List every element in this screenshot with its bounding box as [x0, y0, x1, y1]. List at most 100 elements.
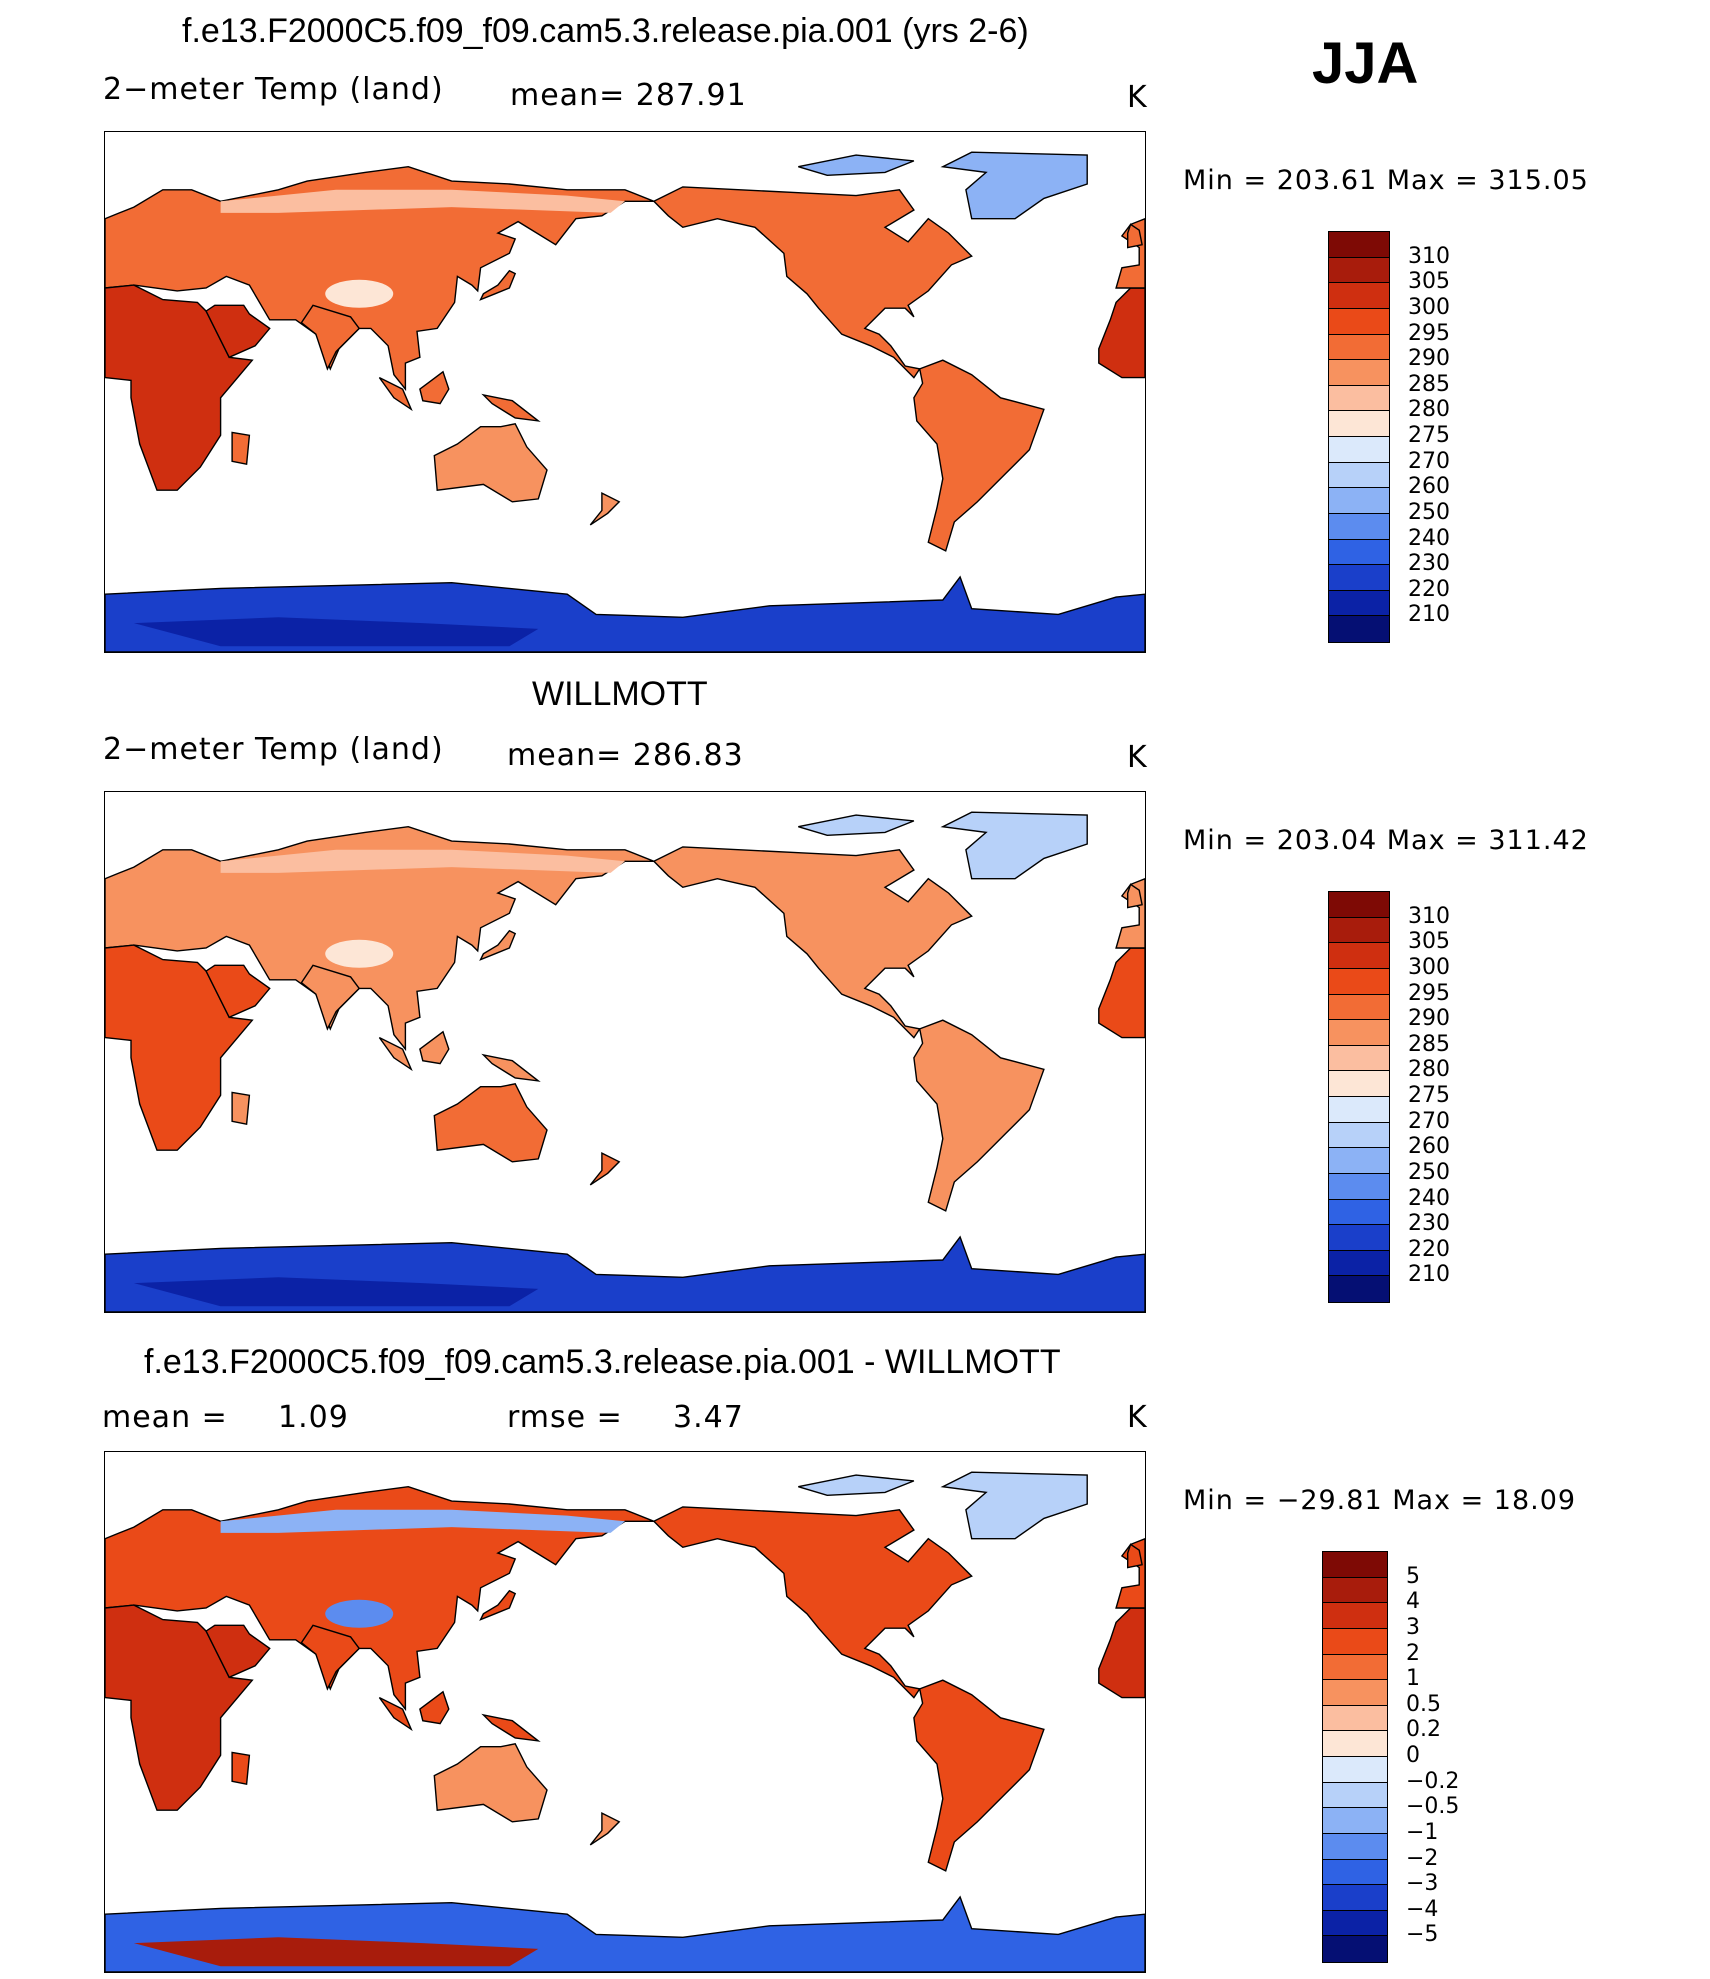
colorbar-swatch: [1323, 1910, 1387, 1937]
colorbar-tick-label: 280: [1408, 1057, 1450, 1083]
land-britain: [1127, 883, 1143, 909]
colorbar-tick-label: 300: [1408, 294, 1450, 320]
panel-3-colorbar: [1322, 1551, 1388, 1963]
land-africa: [105, 1604, 254, 1811]
colorbar-swatch: [1329, 308, 1389, 335]
colorbar-tick-label: 260: [1408, 474, 1450, 500]
colorbar-tick-label: 240: [1408, 525, 1450, 551]
colorbar-tick-label: 290: [1408, 346, 1450, 372]
land-arcticIsl: [798, 1474, 915, 1497]
land-greenland: [940, 151, 1088, 220]
colorbar-swatch: [1329, 232, 1389, 258]
panel-1-variable-label: 2−meter Temp (land): [103, 72, 444, 107]
panel-1-unit: K: [1127, 80, 1148, 115]
land-namerica: [652, 186, 973, 379]
land-nz: [589, 1811, 621, 1846]
panel-3-rmse-label: rmse =: [507, 1400, 623, 1435]
colorbar-tick-label: −5: [1406, 1922, 1439, 1948]
colorbar-tick-label: 305: [1408, 269, 1450, 295]
colorbar-tick-label: 220: [1408, 1236, 1450, 1262]
land-india: [300, 304, 361, 371]
tibet-plateau-patch: [325, 939, 394, 968]
colorbar-tick-label: −2: [1406, 1845, 1439, 1871]
colorbar-tick-label: 300: [1408, 954, 1450, 980]
land-borneo: [419, 1030, 450, 1065]
land-samerica: [913, 1679, 1045, 1872]
antarctic-interior: [133, 617, 539, 647]
land-japan: [479, 269, 517, 301]
colorbar-swatch: [1323, 1731, 1387, 1757]
colorbar-tick-label: 0: [1406, 1743, 1420, 1768]
colorbar-swatch: [1323, 1782, 1387, 1809]
panel-2-variable-label: 2−meter Temp (land): [103, 732, 444, 767]
land-samerica: [913, 1019, 1045, 1212]
land-africaW: [1098, 287, 1145, 379]
colorbar-tick-label: 230: [1408, 1211, 1450, 1237]
panel-1-mean-label: mean= 287.91: [510, 78, 747, 113]
land-arcticIsl: [798, 154, 915, 177]
colorbar-tick-label: 310: [1408, 243, 1450, 269]
northern-cool-band: [220, 1509, 625, 1533]
colorbar-swatch: [1329, 334, 1389, 361]
colorbar-swatch: [1323, 1680, 1387, 1706]
land-africa: [105, 284, 254, 491]
colorbar-tick-label: 280: [1408, 397, 1450, 423]
land-india: [300, 1624, 361, 1691]
land-namerica: [652, 1506, 973, 1699]
colorbar-tick-label: 270: [1408, 448, 1450, 474]
land-greenland: [940, 1471, 1088, 1540]
land-japan: [479, 929, 517, 961]
colorbar-swatch: [1329, 1045, 1389, 1072]
colorbar-swatch: [1323, 1603, 1387, 1629]
land-namerica: [652, 846, 973, 1039]
panel-2-title: WILLMOTT: [532, 675, 708, 713]
colorbar-tick-label: −3: [1406, 1871, 1439, 1897]
land-africaW: [1098, 947, 1145, 1039]
colorbar-tick-label: 4: [1406, 1589, 1420, 1615]
colorbar-swatch: [1329, 488, 1389, 514]
colorbar-tick-label: 295: [1408, 320, 1450, 346]
colorbar-tick-label: 285: [1408, 1031, 1450, 1057]
land-borneo: [419, 1690, 450, 1725]
land-sumatra: [378, 1696, 413, 1732]
panel-2-mean-label: mean= 286.83: [507, 738, 744, 773]
colorbar-tick-label: 1: [1406, 1666, 1420, 1692]
panel-1-title: f.e13.F2000C5.f09_f09.cam5.3.release.pia…: [182, 12, 1029, 50]
land-madagascar: [231, 1751, 251, 1786]
panel-3-map: [104, 1451, 1146, 1973]
land-greenland: [940, 811, 1088, 880]
land-britain: [1127, 1543, 1143, 1569]
land-sumatra: [378, 376, 413, 412]
colorbar-swatch: [1323, 1654, 1387, 1681]
colorbar-tick-label: 310: [1408, 903, 1450, 929]
colorbar-swatch: [1329, 1225, 1389, 1251]
colorbar-swatch: [1329, 257, 1389, 284]
panel-3-title: f.e13.F2000C5.f09_f09.cam5.3.release.pia…: [144, 1343, 1061, 1381]
colorbar-tick-label: 270: [1408, 1108, 1450, 1134]
colorbar-tick-label: 285: [1408, 371, 1450, 397]
colorbar-tick-label: 295: [1408, 980, 1450, 1006]
colorbar-swatch: [1329, 1020, 1389, 1046]
colorbar-tick-label: 2: [1406, 1640, 1420, 1666]
colorbar-tick-label: −1: [1406, 1819, 1439, 1845]
colorbar-swatch: [1329, 1276, 1389, 1302]
land-sumatra: [378, 1036, 413, 1072]
colorbar-tick-label: 305: [1408, 929, 1450, 955]
colorbar-swatch: [1323, 1705, 1387, 1732]
colorbar-swatch: [1329, 1199, 1389, 1226]
colorbar-swatch: [1329, 1148, 1389, 1174]
land-arabia: [205, 304, 271, 359]
panel-2-unit: K: [1127, 740, 1148, 775]
colorbar-tick-label: 290: [1408, 1006, 1450, 1032]
land-australia: [433, 1743, 548, 1823]
land-arabia: [205, 964, 271, 1019]
colorbar-swatch: [1329, 994, 1389, 1021]
colorbar-tick-label: 260: [1408, 1134, 1450, 1160]
colorbar-tick-label: −0.2: [1406, 1768, 1460, 1794]
land-arcticIsl: [798, 814, 915, 837]
panel-3-minmax: Min = −29.81 Max = 18.09: [1183, 1485, 1577, 1516]
colorbar-tick-label: −4: [1406, 1896, 1439, 1922]
tibet-plateau-patch: [325, 279, 394, 308]
colorbar-swatch: [1329, 1173, 1389, 1200]
panel-3-unit: K: [1127, 1400, 1148, 1435]
